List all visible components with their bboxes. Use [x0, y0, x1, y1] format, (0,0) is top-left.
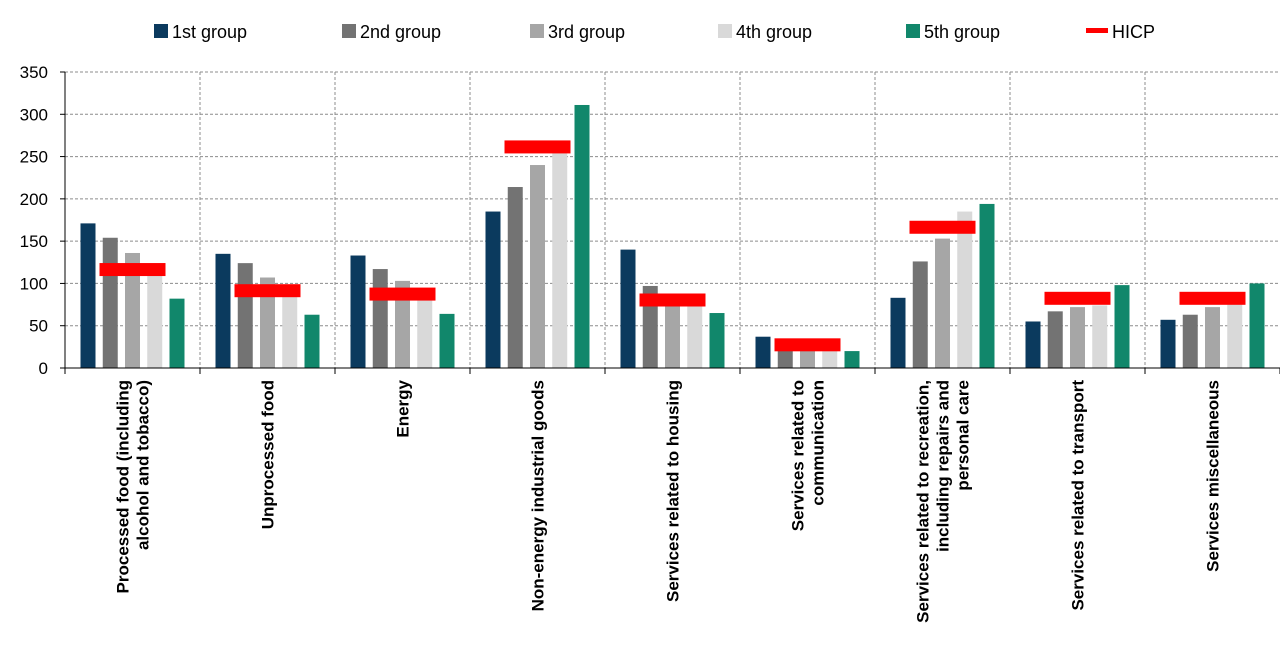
legend-swatch: [342, 24, 356, 38]
y-tick-label: 100: [20, 274, 48, 293]
bar-2-cat-8: [1047, 311, 1063, 368]
bar-2-cat-1: [102, 237, 118, 368]
x-axis: Processed food (including alcohol and tob…: [64, 367, 1280, 623]
x-category-label: personal care: [954, 380, 973, 491]
bar-3-cat-9: [1205, 307, 1220, 368]
bar-3-cat-8: [1070, 307, 1085, 368]
bar-1-cat-4: [485, 211, 501, 368]
bar-2-cat-4: [507, 187, 523, 368]
legend-label: 3rd group: [548, 22, 625, 42]
x-category-label: including repairs and: [934, 380, 953, 552]
bar-4-cat-5: [687, 305, 703, 368]
legend-swatch: [906, 24, 920, 38]
bar-3-cat-5: [665, 303, 680, 368]
bar-1-cat-1: [80, 223, 96, 368]
bar-1-cat-6: [755, 336, 771, 368]
bar-1-cat-2: [215, 253, 231, 368]
y-tick-label: 350: [20, 63, 48, 82]
legend-label: HICP: [1112, 22, 1155, 42]
bar-2-cat-7: [912, 261, 928, 368]
legend: 1st group 2nd group 3rd group 4th group 5th …: [154, 22, 1155, 42]
legend-swatch: [718, 24, 732, 38]
bar-3-cat-4: [530, 165, 545, 368]
hicp-marker: [369, 287, 436, 301]
bar-5-cat-9: [1249, 283, 1265, 368]
y-tick-label: 300: [20, 105, 48, 124]
x-category-label: Energy: [394, 379, 413, 437]
bar-1-cat-8: [1025, 321, 1041, 368]
bar-5-cat-2: [304, 314, 320, 368]
x-category-label: communication: [809, 380, 828, 506]
hicp-marker: [1179, 291, 1246, 305]
x-category-label: Services related to housing: [664, 380, 683, 602]
bar-4-cat-4: [552, 148, 568, 368]
legend-label: 5th group: [924, 22, 1000, 42]
legend-swatch: [530, 24, 544, 38]
hicp-marker: [639, 293, 706, 307]
bar-5-cat-6: [844, 351, 860, 368]
y-tick-label: 150: [20, 232, 48, 251]
bar-5-cat-4: [574, 104, 590, 369]
legend-label: 4th group: [736, 22, 812, 42]
x-category-label: Services related to transport: [1069, 380, 1088, 611]
bar-2-cat-9: [1182, 314, 1198, 368]
x-category-label: Services related to recreation,: [914, 380, 933, 623]
hicp-marker: [1044, 291, 1111, 305]
legend-label: 1st group: [172, 22, 247, 42]
bar-1-cat-9: [1160, 319, 1176, 368]
bars: [80, 104, 1265, 369]
bar-4-cat-6: [822, 350, 838, 368]
bar-4-cat-3: [417, 296, 433, 368]
bar-5-cat-7: [979, 203, 995, 368]
y-axis: 0 50 100 150 200 250 300 350: [20, 63, 66, 378]
x-category-label: Non-energy industrial goods: [529, 380, 548, 611]
hicp-markers: [99, 140, 1246, 352]
hicp-marker: [99, 263, 166, 277]
hicp-marker: [234, 284, 301, 298]
y-tick-label: 0: [39, 359, 48, 378]
hicp-marker: [909, 220, 976, 234]
bar-4-cat-2: [282, 293, 298, 368]
y-tick-label: 200: [20, 190, 48, 209]
bar-3-cat-7: [935, 238, 950, 368]
bar-3-cat-1: [125, 252, 140, 368]
bar-5-cat-1: [169, 298, 185, 368]
bar-1-cat-5: [620, 249, 636, 368]
bar-5-cat-3: [439, 313, 455, 368]
hicp-marker: [504, 140, 571, 154]
bar-5-cat-5: [709, 313, 725, 368]
y-tick-label: 250: [20, 148, 48, 167]
y-tick-label: 50: [29, 317, 48, 336]
bar-5-cat-8: [1114, 285, 1130, 368]
legend-swatch: [154, 24, 168, 38]
x-category-label: Processed food (including: [114, 380, 133, 593]
legend-label: 2nd group: [360, 22, 441, 42]
x-category-label: alcohol and tobacco): [134, 380, 153, 550]
bar-1-cat-3: [350, 255, 366, 368]
bar-2-cat-2: [237, 263, 253, 368]
bar-4-cat-1: [147, 274, 163, 368]
hicp-marker: [774, 338, 841, 352]
bar-4-cat-7: [957, 211, 973, 368]
x-category-label: Services related to: [789, 380, 808, 531]
bar-1-cat-7: [890, 297, 906, 368]
bar-3-cat-2: [260, 277, 275, 368]
bar-4-cat-8: [1092, 305, 1108, 368]
bar-3-cat-3: [395, 280, 410, 368]
x-category-label: Services miscellaneous: [1204, 380, 1223, 572]
x-category-label: Unprocessed food: [259, 380, 278, 529]
bar-4-cat-9: [1227, 303, 1243, 368]
bar-3-cat-6: [800, 348, 815, 368]
legend-swatch: [1086, 28, 1108, 33]
bar-2-cat-3: [372, 269, 388, 368]
